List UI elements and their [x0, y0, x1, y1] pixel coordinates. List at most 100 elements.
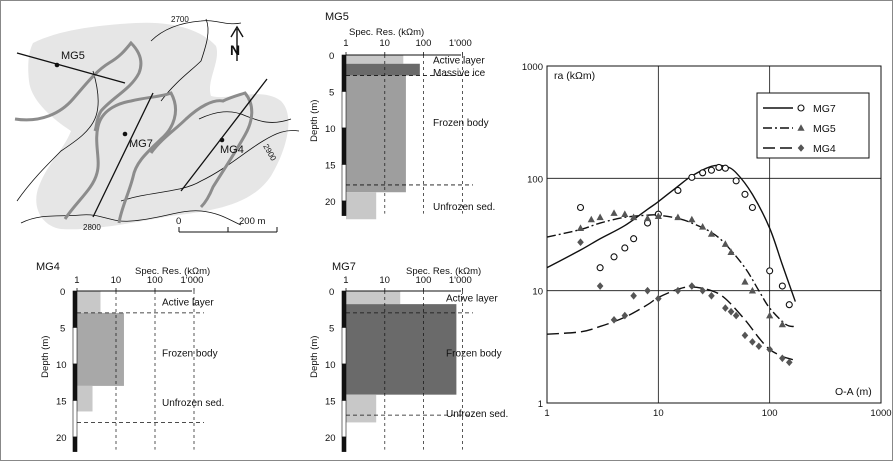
depth-tick-label: 0 — [329, 287, 334, 298]
data-point-mg5 — [621, 210, 629, 217]
layer-label: Active layer — [446, 294, 498, 305]
layer-bar — [346, 63, 420, 76]
depth-tick-label: 15 — [325, 161, 336, 172]
layer-label: Frozen body — [162, 348, 218, 359]
layer-label: Active layer — [433, 55, 485, 66]
layer-bar — [346, 75, 406, 193]
data-point-mg7 — [699, 169, 707, 177]
map-label-mg5: MG5 — [61, 50, 85, 62]
data-point-mg7 — [610, 253, 618, 261]
res-tick-label: 100 — [416, 275, 432, 286]
depth-axis-segment — [72, 290, 78, 328]
depth-axis-segment — [341, 91, 347, 129]
depth-tick-label: 15 — [325, 397, 336, 408]
data-point-mg7 — [576, 203, 585, 212]
resistivity-axis-title: Spec. Res. (kΩm) — [349, 27, 424, 38]
y-tick-label: 1000 — [522, 62, 543, 73]
data-point-mg7 — [785, 301, 793, 309]
model-curve-mg5 — [546, 214, 796, 328]
data-point-mg7 — [778, 282, 786, 290]
data-point-mg5 — [766, 311, 774, 319]
tick-labels: 1 10 100 1000 1 10 100 1000 — [522, 62, 892, 419]
legend-label: MG5 — [813, 123, 836, 135]
legend-item-mg7: MG7 — [763, 103, 836, 115]
depth-tick-label: 20 — [325, 197, 336, 208]
sounding-curve-chart: 1 10 100 1000 1 10 100 1000 ra (kΩm) O-A (m) MG… — [522, 62, 892, 419]
profile-point-mg4 — [219, 137, 225, 143]
data-point-mg4 — [577, 238, 584, 247]
res-tick-label: 1 — [343, 38, 348, 49]
res-tick-label: 100 — [416, 38, 432, 49]
layer-label: Active layer — [162, 297, 214, 308]
res-tick-label: 10 — [379, 38, 390, 49]
depth-panel-mg4: MG4 Spec. Res. (kΩm) 1 10 100 1'000 0 5 10 15 20 De… — [36, 261, 224, 452]
depth-axis-segment — [341, 400, 347, 438]
contour-line-2700 — [150, 20, 242, 42]
data-point-mg4 — [596, 282, 604, 290]
x-tick-label: 1000 — [870, 408, 891, 419]
data-point-mg4 — [610, 316, 618, 324]
scale-bar: 0 200 m — [176, 216, 278, 233]
depth-tick-label: 15 — [56, 397, 67, 408]
res-tick-label: 1 — [74, 275, 79, 286]
data-point-mg4 — [688, 282, 696, 290]
data-point-mg4 — [732, 311, 740, 320]
layer-label: Massive ice — [433, 68, 486, 79]
legend-marker — [797, 144, 805, 152]
data-point-mg7 — [674, 186, 682, 195]
model-curves — [546, 164, 796, 361]
series-mg4 — [577, 238, 793, 367]
depth-axis-segment — [72, 363, 78, 401]
res-tick-label: 1'000 — [181, 275, 204, 286]
contour-line-left — [16, 70, 99, 202]
contour-line-right — [198, 111, 292, 123]
data-point-mg5 — [727, 248, 735, 256]
series-mg5 — [576, 209, 786, 328]
data-point-mg4 — [779, 354, 786, 363]
resistivity-axis-title: Spec. Res. (kΩm) — [135, 266, 210, 277]
data-point-mg4 — [655, 294, 662, 303]
depth-axis-segment — [341, 327, 347, 365]
rock-glacier-outline-mg5 — [14, 40, 143, 132]
north-label: N — [230, 42, 240, 58]
rock-glacier-outline-mg7 — [63, 91, 177, 224]
depth-axis-segment — [341, 127, 347, 165]
scale-label-200: 200 m — [239, 216, 265, 227]
resistivity-axis-title: Spec. Res. (kΩm) — [406, 266, 481, 277]
depth-axis-segment — [341, 290, 347, 328]
depth-tick-label: 0 — [60, 287, 65, 298]
site-map: MG5 MG7 MG4 2700 2800 2900 N 0 200 m — [14, 15, 300, 233]
depth-axis-segment — [72, 436, 78, 452]
data-point-mg5 — [654, 212, 662, 220]
plot-area — [546, 65, 882, 404]
legend-item-mg4: MG4 — [763, 143, 836, 155]
data-point-mg5 — [596, 213, 604, 221]
depth-tick-label: 20 — [325, 433, 336, 444]
x-axis-label: O-A (m) — [835, 386, 872, 398]
x-tick-label: 100 — [762, 408, 778, 419]
layer-bar — [346, 55, 404, 64]
y-tick-label: 10 — [532, 287, 543, 298]
data-point-mg4 — [749, 338, 756, 346]
res-tick-label: 1'000 — [449, 38, 472, 49]
depth-tick-label: 10 — [56, 360, 67, 371]
scale-label-0: 0 — [176, 216, 181, 227]
x-tick-label: 1 — [544, 408, 549, 419]
data-point-mg7 — [766, 267, 774, 275]
layer-label: Unfrozen sed. — [162, 398, 224, 409]
data-point-mg7 — [596, 264, 604, 272]
depth-axis-segment — [341, 436, 347, 452]
data-point-mg4 — [699, 286, 706, 295]
panel-title: MG7 — [332, 261, 356, 273]
layer-bar — [77, 312, 124, 386]
north-arrow-icon: N — [230, 25, 244, 61]
data-point-mg5 — [643, 214, 652, 222]
data-point-mg7 — [748, 203, 756, 212]
data-point-mg4 — [708, 292, 715, 300]
data-point-mg7 — [715, 163, 723, 171]
data-point-mg7 — [741, 190, 749, 198]
data-point-mg5 — [699, 223, 707, 230]
map-label-mg4: MG4 — [220, 144, 244, 156]
